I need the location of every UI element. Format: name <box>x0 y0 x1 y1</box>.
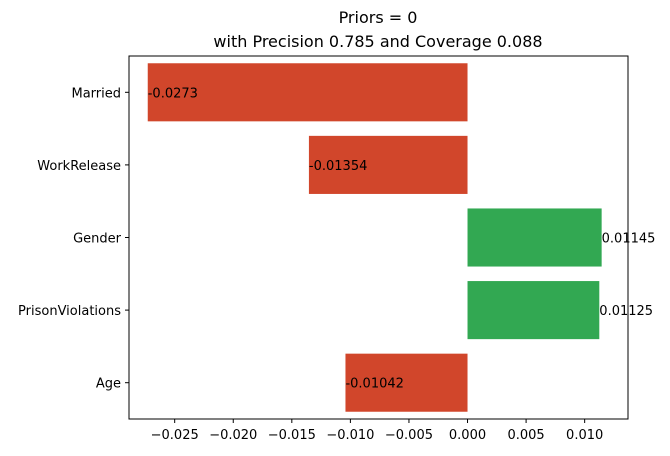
x-tick-label: −0.015 <box>268 428 316 443</box>
bar-age <box>345 353 468 412</box>
x-tick-label: 0.010 <box>566 428 603 443</box>
y-tick-label: Age <box>96 377 121 392</box>
y-tick-label: PrisonViolations <box>18 304 121 319</box>
x-tick-label: −0.020 <box>209 428 257 443</box>
y-tick-label: Gender <box>73 232 122 247</box>
x-tick-label: −0.010 <box>326 428 374 443</box>
y-tick-label: WorkRelease <box>37 159 121 174</box>
bar-prisonviolations <box>467 281 600 340</box>
chart-subtitle: with Precision 0.785 and Coverage 0.088 <box>213 32 542 51</box>
bar-value-label: 0.01145 <box>602 232 656 247</box>
bar-married <box>147 63 468 122</box>
x-tick-label: 0.005 <box>507 428 544 443</box>
bar-workrelease <box>308 135 468 194</box>
plot-area: -0.0273 Married -0.01354 WorkRelease 0.01145… <box>18 55 656 443</box>
bar-value-label: -0.01354 <box>309 159 367 174</box>
bar-value-label: 0.01125 <box>599 304 653 319</box>
x-tick-label: 0.000 <box>449 428 486 443</box>
bar-gender <box>467 208 602 267</box>
x-tick-label: −0.025 <box>151 428 199 443</box>
chart-title: Priors = 0 <box>339 8 418 27</box>
bar-value-label: -0.0273 <box>148 86 198 101</box>
axes-frame <box>128 55 629 420</box>
x-tick-label: −0.005 <box>385 428 433 443</box>
bar-value-label: -0.01042 <box>345 377 403 392</box>
y-tick-label: Married <box>71 86 121 101</box>
